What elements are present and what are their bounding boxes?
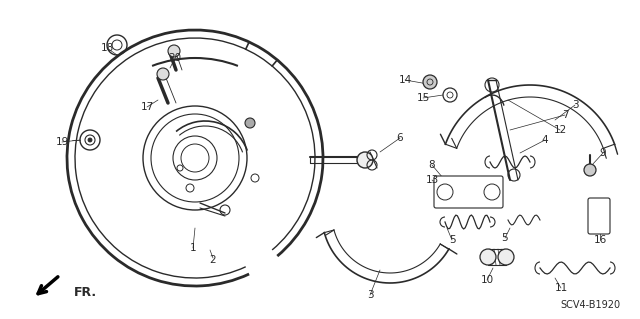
Text: 19: 19 xyxy=(56,137,68,147)
Text: 4: 4 xyxy=(541,135,548,145)
Text: 18: 18 xyxy=(100,43,114,53)
Text: 20: 20 xyxy=(168,53,182,63)
Text: 14: 14 xyxy=(398,75,412,85)
Text: 9: 9 xyxy=(600,148,606,158)
Text: 15: 15 xyxy=(417,93,429,103)
Text: 12: 12 xyxy=(554,125,566,135)
Text: 3: 3 xyxy=(572,100,579,110)
Text: 1: 1 xyxy=(189,243,196,253)
FancyBboxPatch shape xyxy=(588,198,610,234)
Circle shape xyxy=(357,152,373,168)
Text: 11: 11 xyxy=(554,283,568,293)
FancyBboxPatch shape xyxy=(434,176,503,208)
Text: 2: 2 xyxy=(210,255,216,265)
Text: 5: 5 xyxy=(502,233,508,243)
Circle shape xyxy=(157,68,169,80)
Circle shape xyxy=(168,45,180,57)
Text: 6: 6 xyxy=(397,133,403,143)
Text: 10: 10 xyxy=(481,275,493,285)
Text: SCV4-B1920: SCV4-B1920 xyxy=(560,300,620,310)
Text: 17: 17 xyxy=(140,102,154,112)
Text: 13: 13 xyxy=(426,175,438,185)
Circle shape xyxy=(245,118,255,128)
Text: 5: 5 xyxy=(449,235,455,245)
Circle shape xyxy=(584,164,596,176)
Text: 7: 7 xyxy=(562,110,568,120)
Circle shape xyxy=(498,249,514,265)
Text: 8: 8 xyxy=(429,160,435,170)
Circle shape xyxy=(88,138,92,142)
Text: 3: 3 xyxy=(367,290,373,300)
Circle shape xyxy=(423,75,437,89)
Circle shape xyxy=(480,249,496,265)
Text: FR.: FR. xyxy=(74,286,97,299)
Text: 16: 16 xyxy=(593,235,607,245)
